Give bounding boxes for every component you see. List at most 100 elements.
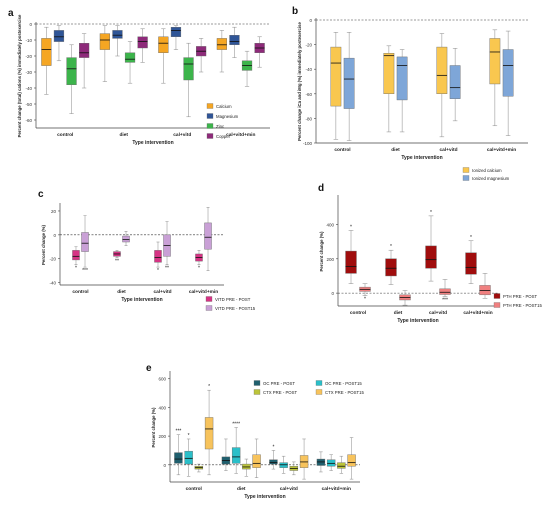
y-tick-label: 0 (163, 463, 166, 468)
significance-label: * (470, 235, 472, 241)
panel-e: e 600 400 200 0 control diet cal+vitd cal+vitd+m… (146, 363, 365, 500)
y-tick-label: -40 (25, 86, 32, 91)
legend-swatch (206, 113, 214, 119)
legend-swatch (206, 133, 214, 139)
significance-label: **** (232, 422, 240, 428)
legend: PTH PRE - POST PTH PRE - POST15 (493, 293, 543, 308)
box (66, 57, 77, 85)
panel-letter: a (8, 8, 14, 19)
y-tick-label: -20 (305, 43, 312, 48)
legend-swatch (315, 389, 323, 395)
box (330, 46, 342, 107)
y-tick-label: -20 (49, 257, 56, 262)
x-tick-label: diet (237, 486, 246, 492)
box (502, 49, 514, 97)
y-tick-label: -50 (25, 102, 32, 107)
legend-label: Magnesium (216, 114, 239, 119)
x-tick-label: cal+vitd (154, 289, 172, 295)
box (252, 454, 261, 468)
x-tick-label: cal+vitd (280, 486, 298, 492)
x-axis-title: Type intervention (397, 318, 438, 324)
y-tick-label: -60 (25, 118, 32, 123)
significance-label: ** (165, 266, 169, 272)
series-2 (66, 41, 253, 118)
series-1 (81, 207, 212, 271)
y-tick-label: -10 (25, 38, 32, 43)
series-1 (53, 25, 240, 62)
series-1 (359, 273, 491, 306)
x-axis-title: Type intervention (121, 297, 162, 303)
x-tick-label: cal+vitd (429, 310, 447, 316)
y-tick-label: 200 (158, 434, 166, 439)
box (184, 450, 193, 465)
box (231, 447, 241, 464)
legend-label: Copper (216, 134, 231, 139)
series-0 (345, 215, 477, 285)
box (439, 288, 451, 295)
box (170, 27, 182, 38)
x-tick-label: control (186, 486, 202, 492)
legend-swatch (493, 293, 501, 299)
x-tick-label: diet (391, 147, 400, 153)
box (347, 454, 356, 467)
y-tick-label: 400 (158, 405, 166, 410)
significance-label: * (430, 210, 432, 216)
box (81, 232, 89, 252)
legend-swatch (206, 123, 214, 129)
series-0 (41, 25, 227, 95)
box (183, 57, 194, 81)
x-tick-label: diet (117, 289, 126, 295)
box (449, 65, 461, 99)
y-axis-title: Percent change (%) (319, 231, 324, 271)
x-tick-label: control (334, 147, 350, 153)
x-tick-label: control (57, 132, 73, 138)
legend-swatch (206, 103, 214, 109)
significance-label: *** (176, 429, 182, 435)
legend-label: Zinc (216, 124, 225, 129)
series-2 (194, 455, 346, 477)
significance-label: *** (82, 268, 88, 274)
box (204, 417, 214, 450)
legend-swatch (205, 305, 213, 311)
box (489, 38, 501, 85)
y-tick-label: -20 (25, 54, 32, 59)
y-axis-title: Percent change iCa and iMg (%) immediate… (297, 22, 302, 141)
box (337, 462, 346, 469)
box (72, 250, 80, 261)
x-tick-label: cal+vitd (440, 147, 458, 153)
box (174, 452, 183, 464)
series-1 (343, 30, 514, 141)
x-tick-label: cal+vitd+min (189, 289, 218, 295)
box (158, 36, 169, 53)
panel-letter: c (38, 189, 44, 200)
x-tick-label: cal+vitd+min (463, 310, 492, 316)
legend-swatch (253, 380, 261, 386)
series-0 (330, 29, 501, 140)
x-tick-label: diet (119, 132, 128, 138)
legend-label: CTX PRE - POST15 (325, 390, 365, 395)
significance-label: * (75, 266, 77, 272)
x-tick-label: diet (394, 310, 403, 316)
y-tick-label: -30 (25, 70, 32, 75)
box (112, 30, 123, 39)
panel-letter: e (146, 363, 152, 374)
y-tick-label: -100 (303, 141, 313, 146)
x-axis-title: Type intervention (244, 494, 285, 500)
legend-label: OC PRE - POST15 (325, 381, 362, 386)
series-3 (204, 389, 356, 480)
box (154, 250, 162, 263)
box (122, 235, 130, 243)
y-tick-label: -80 (305, 116, 312, 121)
box (343, 57, 355, 109)
legend-swatch (253, 389, 261, 395)
legend-swatch (205, 296, 213, 302)
box (216, 38, 227, 50)
x-axis-title: Type intervention (401, 155, 442, 161)
legend: Calcium Magnesium Zinc Copper (206, 103, 239, 139)
x-axis-title: Type intervention (132, 140, 173, 146)
box (229, 35, 240, 46)
box (41, 38, 52, 66)
x-tick-label: cal+vitd+min (226, 132, 255, 138)
box (124, 52, 136, 63)
